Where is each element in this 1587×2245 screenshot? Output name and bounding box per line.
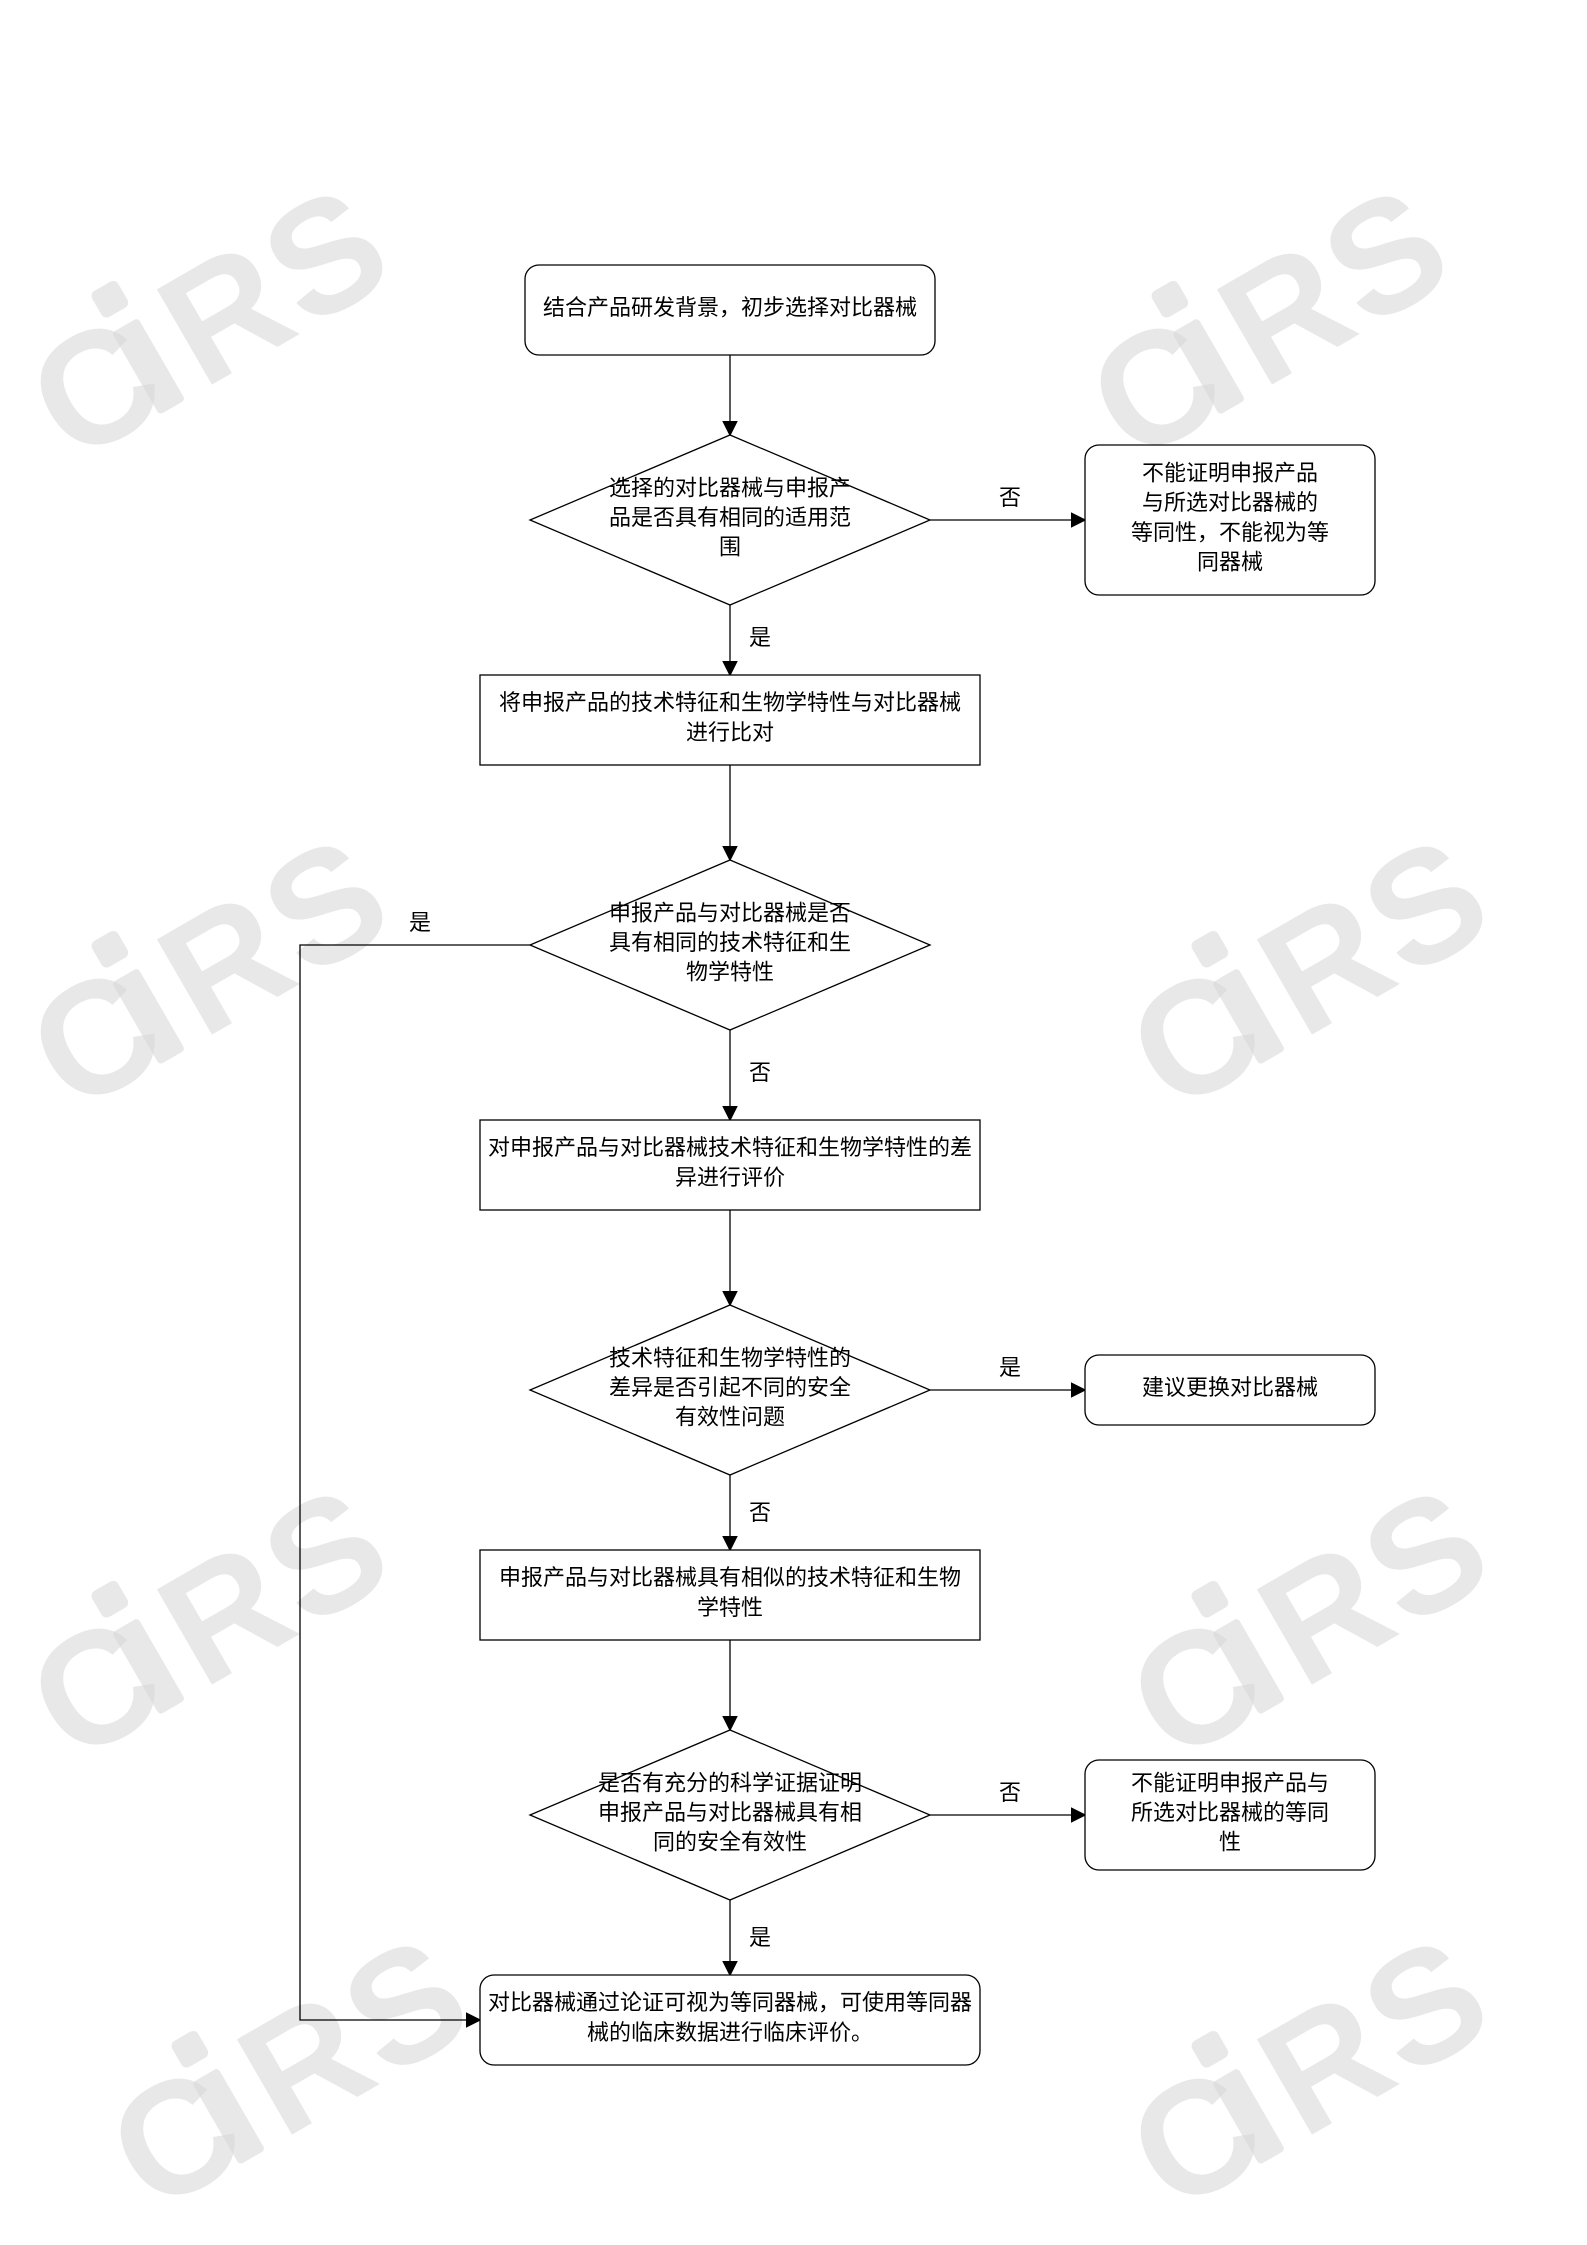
node-d4-line-2: 同的安全有效性 [653, 1830, 807, 1855]
svg-text:CRS: CRS [1060, 154, 1471, 495]
node-n5-line-1: 械的临床数据进行临床评价。 [587, 2020, 873, 2045]
edge-label-5: 是 [409, 910, 431, 935]
node-n1-line-0: 结合产品研发背景，初步选择对比器械 [543, 295, 917, 320]
node-n5-line-0: 对比器械通过论证可视为等同器械，可使用等同器 [488, 1990, 972, 2015]
edge-label-1: 否 [999, 485, 1021, 510]
node-r3-line-0: 不能证明申报产品与 [1131, 1770, 1329, 1795]
svg-text:CRS: CRS [0, 1454, 411, 1795]
node-n4: 申报产品与对比器械具有相似的技术特征和生物学特性 [480, 1550, 980, 1640]
flowchart-stage: CRSCRSCRSCRSCRSCRSCRSCRS否是否是是否否是结合产品研发背景… [0, 0, 1587, 2245]
node-d2-line-2: 物学特性 [686, 960, 774, 985]
svg-text:CRS: CRS [0, 154, 411, 495]
node-r3-line-1: 所选对比器械的等同 [1131, 1800, 1329, 1825]
node-n1: 结合产品研发背景，初步选择对比器械 [525, 265, 935, 355]
node-n2-line-1: 进行比对 [686, 720, 774, 745]
node-d3: 技术特征和生物学特性的差异是否引起不同的安全有效性问题 [530, 1305, 930, 1475]
edge-label-8: 否 [749, 1500, 771, 1525]
edge-label-4: 否 [749, 1060, 771, 1085]
node-r1-line-2: 等同性，不能视为等 [1131, 520, 1329, 545]
node-r1: 不能证明申报产品与所选对比器械的等同性，不能视为等同器械 [1085, 445, 1375, 595]
node-r1-line-0: 不能证明申报产品 [1142, 460, 1318, 485]
node-n3-line-0: 对申报产品与对比器械技术特征和生物学特性的差 [488, 1135, 972, 1160]
svg-text:CRS: CRS [0, 804, 411, 1145]
node-d3-line-0: 技术特征和生物学特性的 [609, 1345, 851, 1370]
node-n3-line-1: 异进行评价 [675, 1165, 785, 1190]
node-d2: 申报产品与对比器械是否具有相同的技术特征和生物学特性 [530, 860, 930, 1030]
node-n2: 将申报产品的技术特征和生物学特性与对比器械进行比对 [480, 675, 980, 765]
svg-text:CRS: CRS [80, 1904, 491, 2245]
node-r1-line-1: 与所选对比器械的 [1142, 490, 1318, 515]
node-d4: 是否有充分的科学证据证明申报产品与对比器械具有相同的安全有效性 [530, 1730, 930, 1900]
node-d4-line-0: 是否有充分的科学证据证明 [598, 1770, 862, 1795]
edge-label-2: 是 [749, 625, 771, 650]
node-d2-line-1: 具有相同的技术特征和生 [609, 930, 851, 955]
node-d2-line-0: 申报产品与对比器械是否 [609, 900, 851, 925]
node-r1-line-3: 同器械 [1197, 550, 1263, 575]
node-d3-line-1: 差异是否引起不同的安全 [609, 1375, 851, 1400]
node-r2: 建议更换对比器械 [1085, 1355, 1375, 1425]
node-d1: 选择的对比器械与申报产品是否具有相同的适用范围 [530, 435, 930, 605]
node-r3: 不能证明申报产品与所选对比器械的等同性 [1085, 1760, 1375, 1870]
node-d4-line-1: 申报产品与对比器械具有相 [598, 1800, 862, 1825]
node-d1-line-2: 围 [719, 535, 741, 560]
node-n4-line-1: 学特性 [697, 1595, 763, 1620]
nodes-layer: 结合产品研发背景，初步选择对比器械选择的对比器械与申报产品是否具有相同的适用范围… [480, 265, 1375, 2065]
edge-label-7: 是 [999, 1355, 1021, 1380]
node-d3-line-2: 有效性问题 [675, 1405, 785, 1430]
svg-text:CRS: CRS [1100, 804, 1511, 1145]
edge-label-10: 否 [999, 1780, 1021, 1805]
svg-text:CRS: CRS [1100, 1454, 1511, 1795]
svg-text:CRS: CRS [1100, 1904, 1511, 2245]
edge-label-11: 是 [749, 1925, 771, 1950]
node-r2-line-0: 建议更换对比器械 [1142, 1375, 1318, 1400]
node-d1-line-0: 选择的对比器械与申报产 [609, 475, 851, 500]
node-n4-line-0: 申报产品与对比器械具有相似的技术特征和生物 [499, 1565, 961, 1590]
node-d1-line-1: 品是否具有相同的适用范 [609, 505, 851, 530]
node-n2-line-0: 将申报产品的技术特征和生物学特性与对比器械 [499, 690, 961, 715]
node-n3: 对申报产品与对比器械技术特征和生物学特性的差异进行评价 [480, 1120, 980, 1210]
node-r3-line-2: 性 [1219, 1830, 1241, 1855]
node-n5: 对比器械通过论证可视为等同器械，可使用等同器械的临床数据进行临床评价。 [480, 1975, 980, 2065]
